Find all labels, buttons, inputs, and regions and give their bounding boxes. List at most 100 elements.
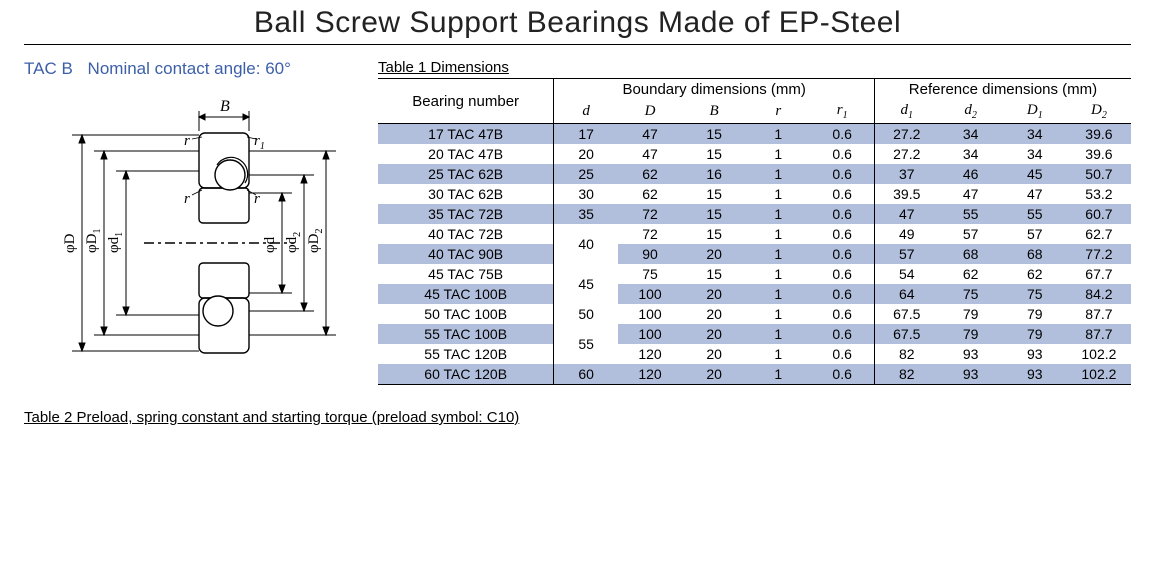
cell-D: 47 <box>618 144 682 164</box>
cell-bearing-number: 55 TAC 120B <box>378 344 554 364</box>
cell-D: 100 <box>618 304 682 324</box>
cell-d: 17 <box>554 124 618 145</box>
table-row: 25 TAC 62B25621610.637464550.7 <box>378 164 1131 184</box>
cell-d1: 57 <box>874 244 938 264</box>
cell-D1: 79 <box>1003 324 1067 344</box>
cell-D1: 55 <box>1003 204 1067 224</box>
table-row: 55 TAC 120B1202010.6829393102.2 <box>378 344 1131 364</box>
cell-r1: 0.6 <box>810 224 874 244</box>
cell-D2: 87.7 <box>1067 304 1131 324</box>
table1-title: Table 1 Dimensions <box>378 59 1131 76</box>
cell-r1: 0.6 <box>810 324 874 344</box>
cell-bearing-number: 40 TAC 72B <box>378 224 554 244</box>
cell-D1: 79 <box>1003 304 1067 324</box>
right-column: Table 1 Dimensions Bearing number Bounda… <box>378 59 1131 393</box>
cell-r: 1 <box>746 284 810 304</box>
col-boundary-group: Boundary dimensions (mm) <box>554 79 875 101</box>
cell-d: 30 <box>554 184 618 204</box>
col-d1: d1 <box>874 100 938 124</box>
cell-r1: 0.6 <box>810 244 874 264</box>
cell-D2: 67.7 <box>1067 264 1131 284</box>
cell-r1: 0.6 <box>810 204 874 224</box>
dim-phid1: φd1 <box>106 232 125 253</box>
table-row: 40 TAC 90B902010.657686877.2 <box>378 244 1131 264</box>
cell-r: 1 <box>746 304 810 324</box>
cell-D: 120 <box>618 364 682 385</box>
cell-bearing-number: 60 TAC 120B <box>378 364 554 385</box>
cell-r1: 0.6 <box>810 304 874 324</box>
cell-r1: 0.6 <box>810 344 874 364</box>
table-row: 35 TAC 72B35721510.647555560.7 <box>378 204 1131 224</box>
cell-r: 1 <box>746 224 810 244</box>
cell-bearing-number: 30 TAC 62B <box>378 184 554 204</box>
col-D: D <box>618 100 682 124</box>
cell-d1: 67.5 <box>874 304 938 324</box>
cell-r1: 0.6 <box>810 124 874 145</box>
cell-r: 1 <box>746 344 810 364</box>
table-row: 45 TAC 100B1002010.664757584.2 <box>378 284 1131 304</box>
cell-d: 20 <box>554 144 618 164</box>
cell-D: 62 <box>618 164 682 184</box>
cell-r1: 0.6 <box>810 184 874 204</box>
dim-r-mid-left: r <box>184 191 190 207</box>
cell-d: 35 <box>554 204 618 224</box>
table-row: 60 TAC 120B601202010.6829393102.2 <box>378 364 1131 385</box>
cell-D1: 68 <box>1003 244 1067 264</box>
cell-r1: 0.6 <box>810 364 874 385</box>
dimensions-table: Bearing number Boundary dimensions (mm) … <box>378 78 1131 385</box>
cell-bearing-number: 20 TAC 47B <box>378 144 554 164</box>
cell-bearing-number: 40 TAC 90B <box>378 244 554 264</box>
table2-title: Table 2 Preload, spring constant and sta… <box>0 409 1155 426</box>
cell-d2: 68 <box>939 244 1003 264</box>
cell-bearing-number: 45 TAC 75B <box>378 264 554 284</box>
content-area: TAC B Nominal contact angle: 60° <box>0 59 1155 393</box>
cell-D2: 39.6 <box>1067 144 1131 164</box>
cell-D1: 47 <box>1003 184 1067 204</box>
col-reference-group: Reference dimensions (mm) <box>874 79 1131 101</box>
cell-r: 1 <box>746 144 810 164</box>
cell-D2: 53.2 <box>1067 184 1131 204</box>
cell-d2: 55 <box>939 204 1003 224</box>
cell-D1: 75 <box>1003 284 1067 304</box>
cell-D: 72 <box>618 224 682 244</box>
cell-d: 40 <box>554 224 618 264</box>
cell-D2: 60.7 <box>1067 204 1131 224</box>
cell-d2: 79 <box>939 304 1003 324</box>
table-row: 17 TAC 47B17471510.627.2343439.6 <box>378 124 1131 145</box>
cell-D1: 62 <box>1003 264 1067 284</box>
table-row: 50 TAC 100B501002010.667.5797987.7 <box>378 304 1131 324</box>
col-D2: D2 <box>1067 100 1131 124</box>
col-d2: d2 <box>939 100 1003 124</box>
cell-d1: 49 <box>874 224 938 244</box>
page-title: Ball Screw Support Bearings Made of EP-S… <box>0 0 1155 44</box>
cell-D2: 39.6 <box>1067 124 1131 145</box>
dim-phid: φd <box>262 236 278 253</box>
cell-d: 45 <box>554 264 618 304</box>
cell-D: 75 <box>618 264 682 284</box>
cell-d1: 47 <box>874 204 938 224</box>
dim-phiD: φD <box>62 233 78 253</box>
cell-r: 1 <box>746 244 810 264</box>
cell-D: 120 <box>618 344 682 364</box>
cell-d: 60 <box>554 364 618 385</box>
cell-d1: 82 <box>874 364 938 385</box>
cell-d: 55 <box>554 324 618 364</box>
cell-d2: 62 <box>939 264 1003 284</box>
table-row: 55 TAC 100B551002010.667.5797987.7 <box>378 324 1131 344</box>
cell-d2: 57 <box>939 224 1003 244</box>
dim-phiD2: φD2 <box>306 229 325 254</box>
cell-d1: 54 <box>874 264 938 284</box>
cell-D: 62 <box>618 184 682 204</box>
cell-D1: 57 <box>1003 224 1067 244</box>
left-column: TAC B Nominal contact angle: 60° <box>24 59 354 393</box>
cell-d1: 37 <box>874 164 938 184</box>
cell-r: 1 <box>746 324 810 344</box>
cell-B: 15 <box>682 204 746 224</box>
col-r1: r1 <box>810 100 874 124</box>
dim-phiD1: φD1 <box>84 229 103 254</box>
title-rule <box>24 44 1131 45</box>
cell-D1: 93 <box>1003 344 1067 364</box>
cell-r: 1 <box>746 164 810 184</box>
cell-D: 47 <box>618 124 682 145</box>
cell-D2: 84.2 <box>1067 284 1131 304</box>
